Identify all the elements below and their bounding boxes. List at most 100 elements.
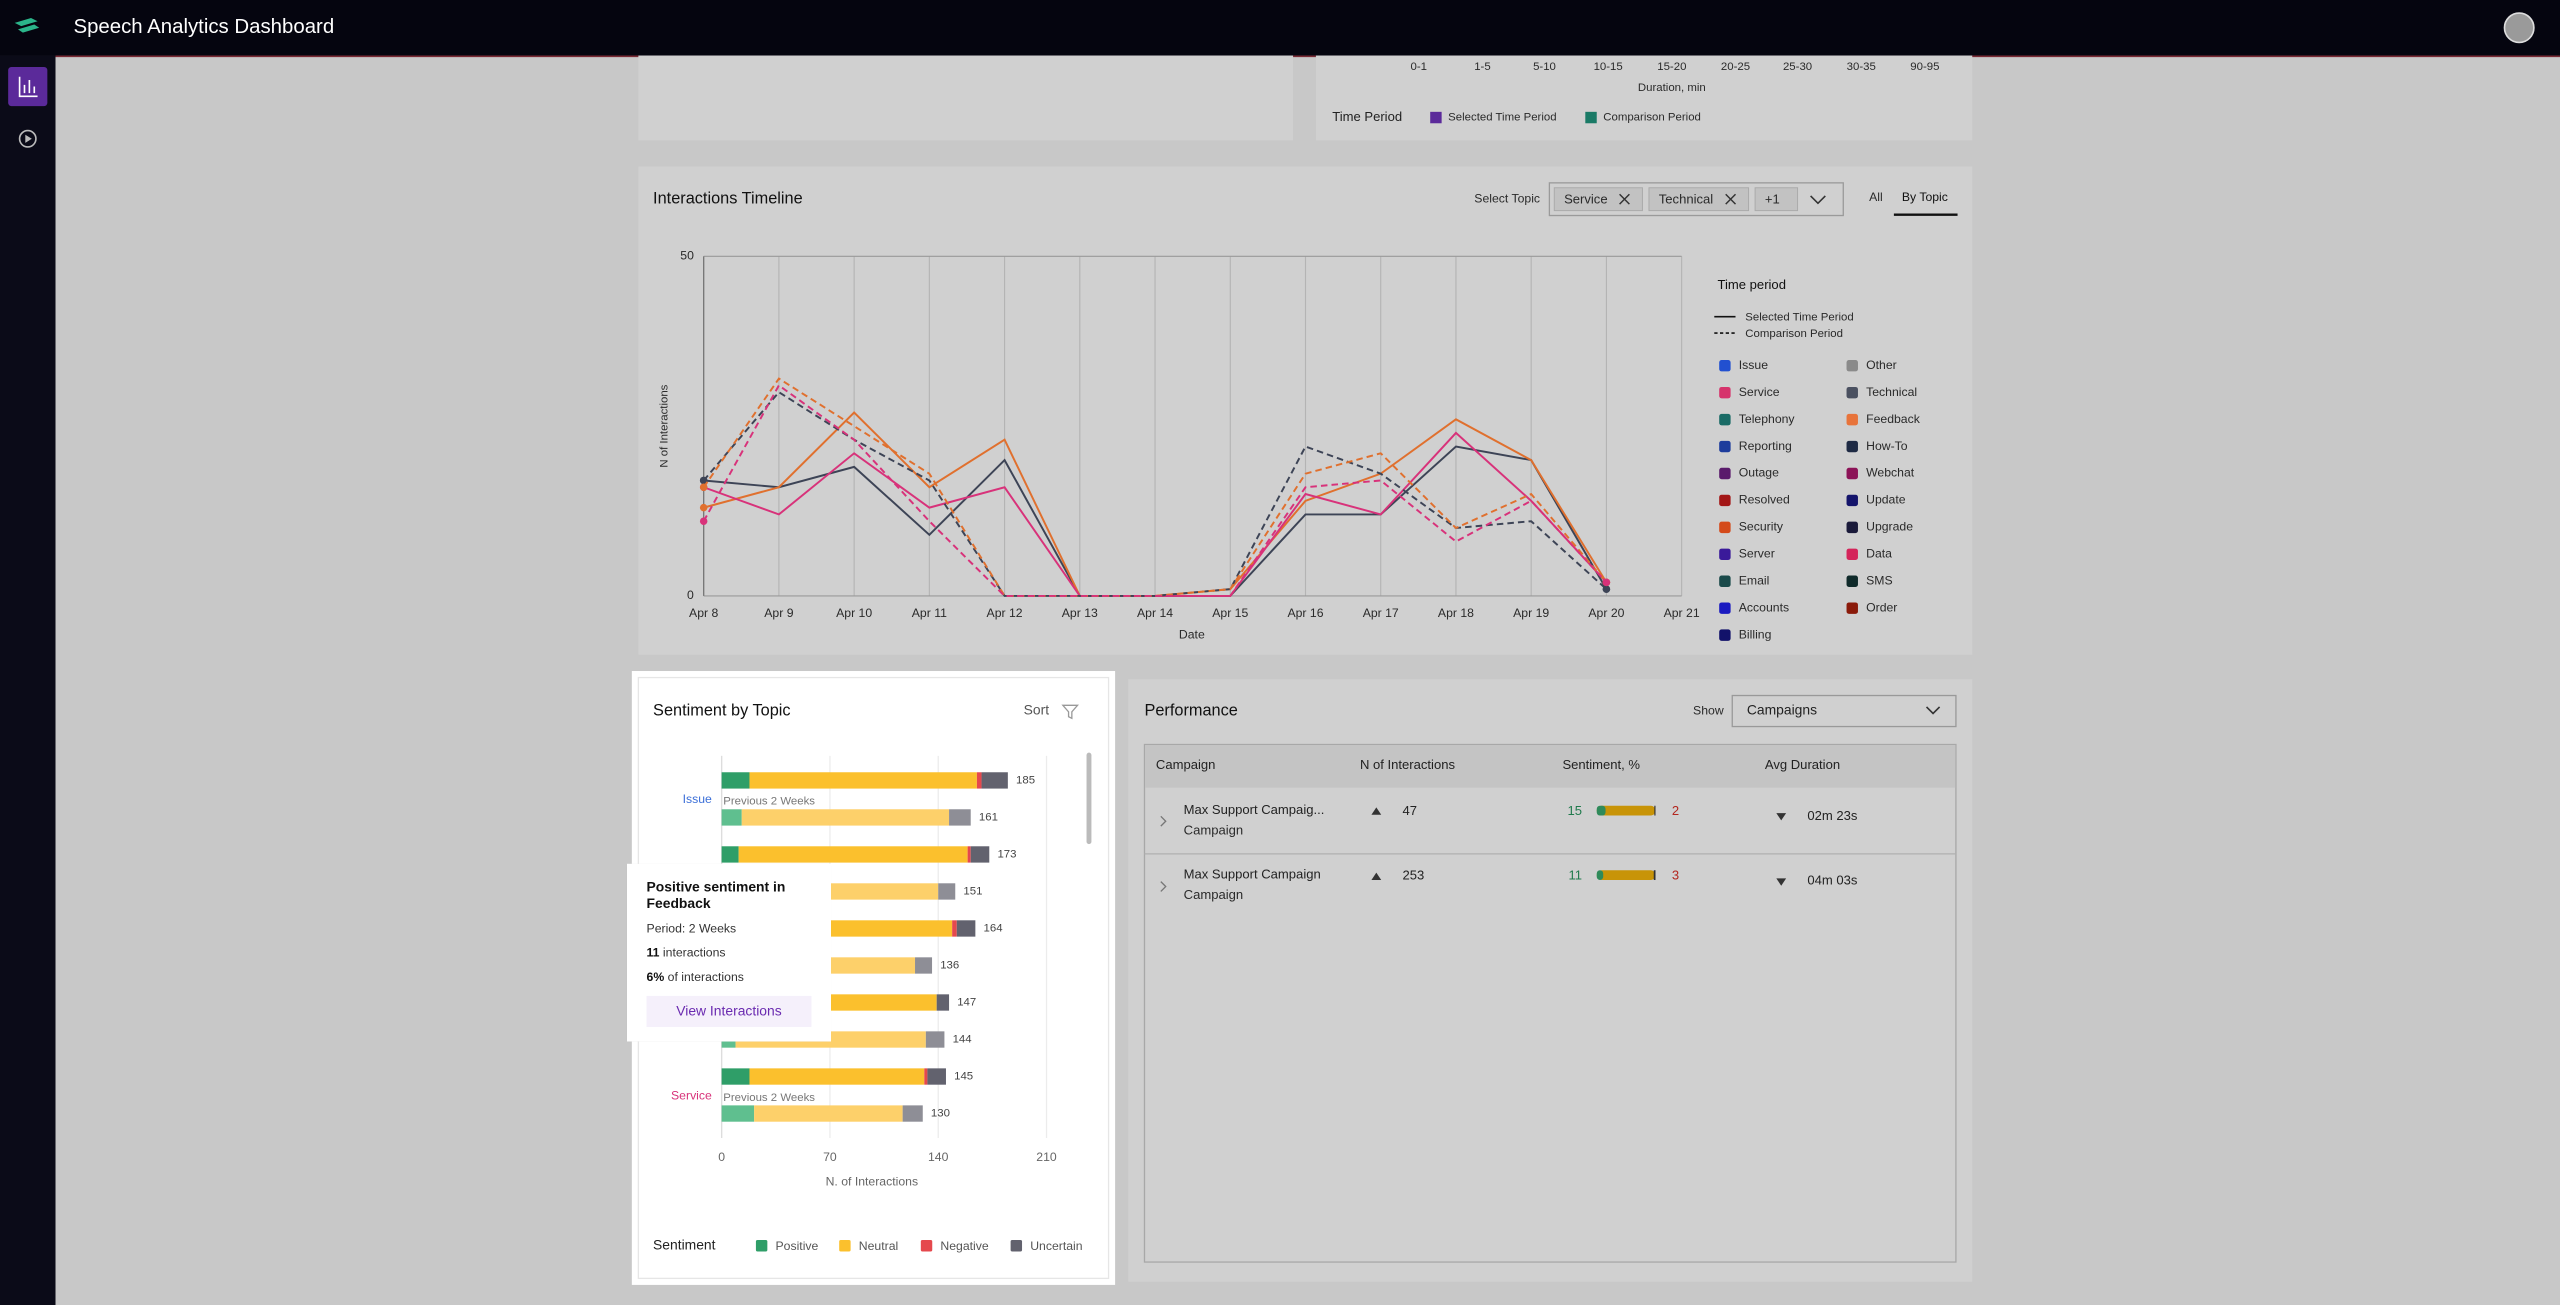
point-marker	[699, 503, 708, 512]
chip-remove[interactable]	[1619, 193, 1737, 205]
sort-button[interactable]: Sort	[1024, 702, 1050, 718]
chip-label[interactable]: Technical	[1659, 191, 1713, 206]
bar-total: 147	[957, 997, 976, 1009]
legend-label: Telephony	[1739, 412, 1796, 426]
legend-title: Time Period	[1332, 109, 1402, 124]
legend-label: Resolved	[1739, 493, 1790, 507]
chip[interactable]	[1553, 187, 1643, 212]
x-tick-label: 70	[823, 1150, 837, 1164]
column-header: N of Interactions	[1360, 757, 1455, 772]
sentiment-bar-negative	[1654, 805, 1656, 816]
legend-swatch	[1846, 413, 1858, 426]
chip[interactable]	[1648, 187, 1750, 212]
legend-label: Feedback	[1866, 412, 1921, 426]
bar-segment	[956, 920, 976, 937]
legend-swatch	[1010, 1240, 1023, 1252]
bar-segment	[754, 1105, 903, 1122]
x-tick-label: 25-30	[1783, 61, 1812, 73]
expand[interactable]	[1160, 815, 1167, 892]
x-tick-label: Apr 8	[689, 606, 718, 620]
view-interactions-button[interactable]: View Interactions	[646, 995, 812, 1027]
bar-segment	[721, 1105, 755, 1122]
legend-label: Email	[1739, 573, 1770, 587]
bar-segment	[952, 920, 957, 937]
legend-swatch	[1846, 521, 1858, 534]
card-title: Sentiment by Topic	[653, 701, 791, 719]
legend-label: Positive	[776, 1239, 819, 1253]
x-axis-label: N. of Interactions	[826, 1174, 918, 1188]
legend-label: Outage	[1739, 466, 1779, 480]
legend-swatch	[1719, 386, 1731, 399]
legend-swatch	[1846, 467, 1858, 480]
x-tick-label: Apr 19	[1513, 606, 1549, 620]
y-tick-label: 0	[687, 588, 694, 602]
negative-share: 2	[1672, 803, 1679, 818]
bar-total: 145	[954, 1071, 973, 1083]
bar-total: 164	[984, 922, 1004, 934]
legend-label: How-To	[1866, 439, 1908, 453]
legend-label: Order	[1866, 600, 1897, 614]
bar-total: 136	[940, 960, 959, 972]
x-tick-label: Apr 21	[1664, 606, 1700, 620]
axis-label: Duration, min	[1638, 82, 1706, 94]
filter-icon[interactable]	[1061, 704, 1079, 720]
legend-label: Reporting	[1739, 439, 1792, 453]
legend-swatch	[1846, 602, 1858, 614]
x-tick-label: 1-5	[1474, 61, 1491, 73]
logo[interactable]	[14, 17, 40, 33]
positive-share: 11	[1568, 867, 1582, 882]
interactions: 47	[1402, 803, 1417, 818]
nav-analytics[interactable]	[8, 66, 48, 107]
negative-share: 3	[1672, 867, 1679, 882]
y-axis-label: N of Interactions	[659, 384, 671, 467]
nav-player-icon	[25, 134, 32, 143]
x-tick-label: Apr 14	[1137, 606, 1173, 620]
legend-title: Sentiment	[653, 1236, 716, 1252]
avatar[interactable]	[2503, 12, 2535, 44]
chip-label[interactable]: Service	[1564, 191, 1608, 206]
legend-label: Service	[1739, 385, 1780, 399]
x-tick-label: 140	[928, 1150, 949, 1164]
previous-label: Previous 2 Weeks	[723, 796, 815, 808]
dropdown[interactable]	[1731, 694, 1957, 728]
scrollbar[interactable]	[1086, 752, 1092, 845]
legend-swatch	[1430, 111, 1442, 124]
legend-swatch	[1719, 360, 1731, 372]
nav-player[interactable]	[18, 129, 37, 148]
bar-segment	[925, 1031, 945, 1048]
legend-label: Selected Time Period	[1448, 112, 1556, 124]
tooltip-period: Period: 2 Weeks	[646, 920, 737, 936]
point-marker	[699, 476, 708, 485]
x-axis-label: Date	[1179, 627, 1205, 641]
bar-segment	[741, 809, 950, 826]
tooltip-share: 6% of interactions	[647, 970, 812, 986]
campaign-name: Max Support Campaign	[1184, 867, 1321, 882]
tab[interactable]: All	[1869, 190, 1883, 204]
chip[interactable]	[1754, 187, 1799, 212]
trend-down	[1776, 813, 1787, 886]
tab[interactable]: By Topic	[1902, 190, 1948, 204]
campaign-type: Campaign	[1184, 887, 1243, 902]
legend-label: Selected Time Period	[1745, 312, 1853, 324]
dropdown-value[interactable]: Campaigns	[1747, 702, 1817, 718]
x-tick-label: 0-1	[1411, 61, 1428, 73]
bar-total: 130	[931, 1108, 950, 1120]
legend-label: Comparison Period	[1603, 112, 1701, 124]
table-header	[1145, 745, 1956, 788]
chip-label[interactable]: +1	[1765, 191, 1780, 206]
x-tick-label: 0	[718, 1150, 725, 1164]
legend-swatch	[1719, 548, 1731, 561]
bar-segment	[749, 1068, 925, 1085]
legend-swatch	[1846, 494, 1858, 507]
y-tick-label: Service	[671, 1088, 712, 1102]
x-tick-label: Apr 17	[1363, 606, 1399, 620]
chevron[interactable]	[1810, 195, 1826, 205]
card-title: Performance	[1144, 701, 1237, 719]
bar-segment	[949, 809, 971, 826]
bar-segment	[721, 846, 739, 863]
legend-swatch	[1585, 111, 1597, 124]
column-header: Campaign	[1156, 757, 1215, 772]
point-marker	[699, 483, 708, 492]
x-tick-label: Apr 11	[912, 606, 947, 620]
y-tick-label: Issue	[683, 792, 712, 806]
